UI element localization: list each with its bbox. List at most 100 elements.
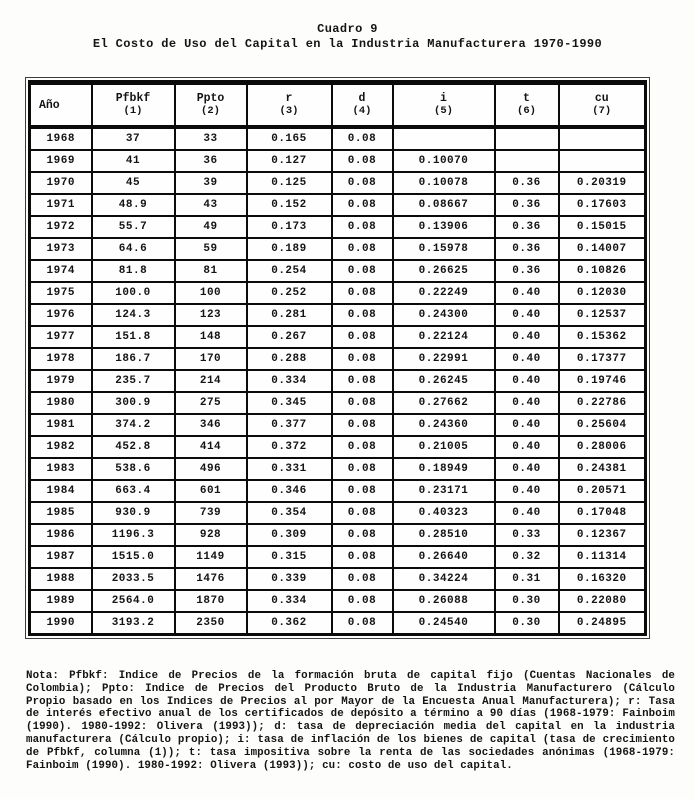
cell-cu: 0.17048: [557, 501, 647, 525]
cell-r: 0.331: [245, 457, 333, 481]
cell-t: 0.40: [493, 501, 560, 525]
cell-t: [493, 149, 560, 173]
table-row: 1973 64.6 59 0.189 0.08 0.15978 0.36 0.14007: [28, 237, 647, 261]
cell-ppto: 346: [173, 413, 248, 437]
cell-pfbkf: 100.0: [90, 281, 176, 305]
cell-pfbkf: 186.7: [90, 347, 176, 371]
cell-ppto: 170: [173, 347, 248, 371]
cell-ano: 1973: [28, 237, 93, 261]
table-row: 1983 538.6 496 0.331 0.08 0.18949 0.40 0.24381: [28, 457, 647, 481]
cell-d: 0.08: [330, 435, 394, 459]
cell-t: 0.30: [493, 611, 560, 636]
cell-cu: 0.17603: [557, 193, 647, 217]
cell-d: 0.08: [330, 259, 394, 283]
cell-cu: 0.19746: [557, 369, 647, 393]
cell-i: 0.24540: [391, 611, 496, 636]
cell-r: 0.315: [245, 545, 333, 569]
cell-d: 0.08: [330, 391, 394, 415]
cell-cu: 0.20571: [557, 479, 647, 503]
cell-r: 0.165: [245, 126, 333, 151]
cell-cu: 0.28006: [557, 435, 647, 459]
cell-cu: 0.20319: [557, 171, 647, 195]
cell-ano: 1970: [28, 171, 93, 195]
cell-ppto: 496: [173, 457, 248, 481]
cell-ppto: 49: [173, 215, 248, 239]
cell-ano: 1980: [28, 391, 93, 415]
table-row: 1989 2564.0 1870 0.334 0.08 0.26088 0.30 0.2208…: [28, 589, 647, 613]
cell-t: 0.40: [493, 479, 560, 503]
cell-d: 0.08: [330, 369, 394, 393]
cell-i: 0.10070: [391, 149, 496, 173]
cell-cu: 0.15015: [557, 215, 647, 239]
cell-t: 0.33: [493, 523, 560, 547]
cell-i: 0.13906: [391, 215, 496, 239]
table-row: 1974 81.8 81 0.254 0.08 0.26625 0.36 0.10826: [28, 259, 647, 283]
cell-t: 0.40: [493, 369, 560, 393]
cell-ppto: 39: [173, 171, 248, 195]
cell-i: [391, 126, 496, 151]
cell-ppto: 1476: [173, 567, 248, 591]
cell-pfbkf: 45: [90, 171, 176, 195]
cell-pfbkf: 452.8: [90, 435, 176, 459]
cell-i: 0.22249: [391, 281, 496, 305]
cell-ppto: 275: [173, 391, 248, 415]
table-title: Cuadro 9 El Costo de Uso del Capital en …: [0, 0, 695, 52]
cell-i: 0.18949: [391, 457, 496, 481]
cell-ano: 1982: [28, 435, 93, 459]
table-row: 1968 37 33 0.165 0.08: [28, 126, 647, 151]
cell-ppto: 1870: [173, 589, 248, 613]
cell-pfbkf: 124.3: [90, 303, 176, 327]
cell-t: 0.40: [493, 391, 560, 415]
cell-cu: [557, 149, 647, 173]
cell-t: 0.40: [493, 347, 560, 371]
cell-pfbkf: 41: [90, 149, 176, 173]
cell-cu: 0.22080: [557, 589, 647, 613]
table-row: 1972 55.7 49 0.173 0.08 0.13906 0.36 0.15015: [28, 215, 647, 239]
cell-ppto: 36: [173, 149, 248, 173]
cell-ano: 1984: [28, 479, 93, 503]
cell-pfbkf: 48.9: [90, 193, 176, 217]
cell-pfbkf: 538.6: [90, 457, 176, 481]
cell-i: 0.21005: [391, 435, 496, 459]
cell-pfbkf: 2564.0: [90, 589, 176, 613]
cell-d: 0.08: [330, 523, 394, 547]
cell-ppto: 928: [173, 523, 248, 547]
cell-i: 0.26640: [391, 545, 496, 569]
cell-r: 0.339: [245, 567, 333, 591]
cell-ppto: 81: [173, 259, 248, 283]
cell-ano: 1988: [28, 567, 93, 591]
cell-ppto: 123: [173, 303, 248, 327]
cell-d: 0.08: [330, 281, 394, 305]
table-body: 1968 37 33 0.165 0.08 1969 41 36 0.127 0.08 0.1007…: [28, 126, 647, 636]
cell-pfbkf: 55.7: [90, 215, 176, 239]
cell-ano: 1981: [28, 413, 93, 437]
cell-ano: 1987: [28, 545, 93, 569]
cell-r: 0.288: [245, 347, 333, 371]
cell-pfbkf: 235.7: [90, 369, 176, 393]
cell-i: 0.23171: [391, 479, 496, 503]
cell-cu: 0.16320: [557, 567, 647, 591]
cell-ano: 1985: [28, 501, 93, 525]
table-number: Cuadro 9: [317, 22, 378, 36]
cell-cu: 0.11314: [557, 545, 647, 569]
cell-ano: 1979: [28, 369, 93, 393]
table-row: 1978 186.7 170 0.288 0.08 0.22991 0.40 0.17377: [28, 347, 647, 371]
cell-ppto: 148: [173, 325, 248, 349]
cell-cu: 0.14007: [557, 237, 647, 261]
table-row: 1990 3193.2 2350 0.362 0.08 0.24540 0.30 0.2489…: [28, 611, 647, 636]
cell-i: 0.40323: [391, 501, 496, 525]
cell-r: 0.127: [245, 149, 333, 173]
cell-ano: 1990: [28, 611, 93, 636]
cell-i: 0.26088: [391, 589, 496, 613]
table-row: 1984 663.4 601 0.346 0.08 0.23171 0.40 0.20571: [28, 479, 647, 503]
column-header-d: d (4): [330, 81, 394, 129]
cell-ano: 1989: [28, 589, 93, 613]
cell-ano: 1969: [28, 149, 93, 173]
cell-t: 0.36: [493, 259, 560, 283]
cell-ano: 1983: [28, 457, 93, 481]
table-row: 1970 45 39 0.125 0.08 0.10078 0.36 0.20319: [28, 171, 647, 195]
cell-t: 0.40: [493, 413, 560, 437]
cell-ppto: 33: [173, 126, 248, 151]
cell-pfbkf: 663.4: [90, 479, 176, 503]
